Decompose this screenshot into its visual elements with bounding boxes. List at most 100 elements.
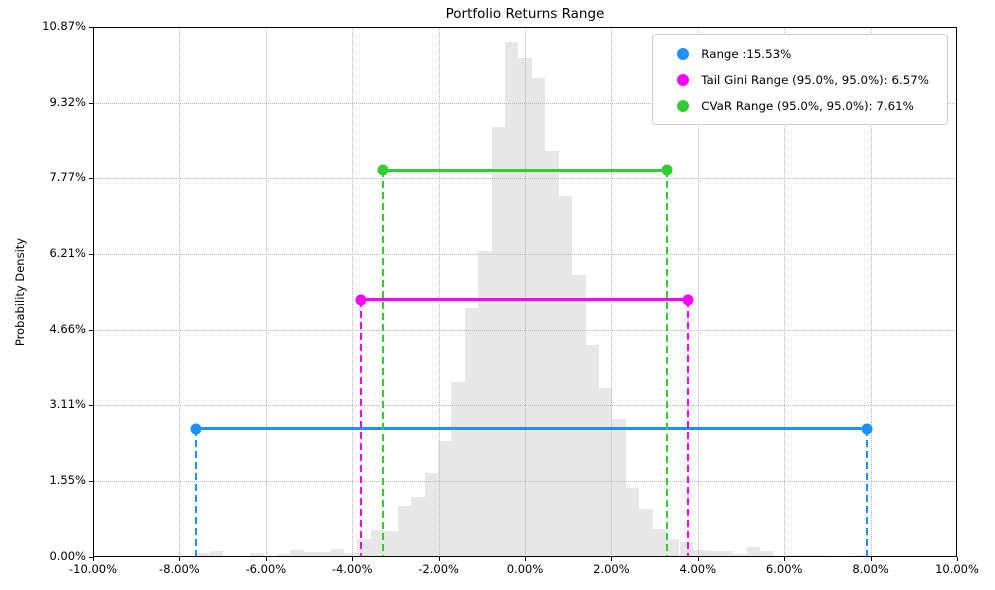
histogram-bar bbox=[491, 127, 506, 557]
histogram-bar bbox=[558, 195, 573, 557]
histogram-bar bbox=[531, 77, 546, 557]
range-endpoint-marker bbox=[682, 294, 694, 306]
plot-frame bbox=[93, 27, 957, 557]
range-endpoint-marker bbox=[355, 294, 367, 306]
histogram-bar bbox=[679, 542, 693, 557]
histogram-bar bbox=[760, 551, 774, 557]
range-drop-dashed-line bbox=[195, 428, 198, 557]
y-gridline bbox=[93, 481, 957, 483]
x-tick-label: 8.00% bbox=[852, 562, 889, 576]
range-endpoint-marker bbox=[190, 423, 202, 435]
legend-item-range: Range :15.53% bbox=[665, 44, 935, 63]
histogram-bar bbox=[719, 551, 734, 557]
y-tick-mark bbox=[89, 102, 93, 104]
range-drop-dashed-line bbox=[381, 170, 384, 557]
range-endpoint-marker bbox=[661, 164, 673, 176]
histogram-bar bbox=[290, 550, 304, 557]
range-endpoint-marker bbox=[861, 423, 873, 435]
x-gridline bbox=[438, 27, 440, 557]
histogram-bar bbox=[692, 549, 707, 557]
y-tick-label: 10.87% bbox=[42, 19, 86, 33]
histogram-bar bbox=[625, 488, 640, 557]
x-gridline bbox=[697, 27, 699, 557]
chart-title: Portfolio Returns Range bbox=[445, 6, 605, 22]
y-tick-mark bbox=[89, 405, 93, 407]
legend-marker-icon bbox=[677, 47, 690, 60]
y-tick-label: 0.00% bbox=[49, 549, 86, 563]
legend-label: Range :15.53% bbox=[701, 46, 792, 61]
histogram-bar bbox=[397, 506, 412, 557]
x-tick-mark bbox=[784, 557, 786, 561]
legend-marker-icon bbox=[677, 73, 690, 86]
y-tick-label: 7.77% bbox=[49, 170, 86, 185]
y-tick-label: 1.55% bbox=[49, 473, 86, 488]
x-tick-label: 6.00% bbox=[765, 562, 803, 576]
x-tick-mark bbox=[265, 557, 267, 561]
histogram-bar bbox=[411, 496, 425, 557]
x-tick-mark bbox=[697, 557, 699, 561]
histogram-bar bbox=[250, 553, 264, 557]
x-tick-label: -4.00% bbox=[331, 562, 373, 576]
x-tick-label: 10.00% bbox=[935, 562, 979, 576]
y-tick-mark bbox=[89, 329, 93, 331]
histogram-bar bbox=[451, 382, 465, 557]
y-gridline bbox=[93, 254, 957, 256]
x-tick-mark bbox=[438, 557, 440, 561]
x-tick-mark bbox=[870, 557, 872, 561]
x-gridline bbox=[352, 27, 354, 557]
histogram-bar bbox=[330, 548, 345, 557]
y-tick-label: 3.11% bbox=[49, 397, 86, 412]
legend-label: Tail Gini Range (95.0%, 95.0%): 6.57% bbox=[701, 72, 929, 87]
range-drop-dashed-line bbox=[687, 299, 690, 557]
histogram-bar bbox=[370, 529, 385, 557]
x-tick-label: 2.00% bbox=[593, 562, 630, 576]
legend-label: CVaR Range (95.0%, 95.0%): 7.61% bbox=[701, 98, 914, 113]
legend-item-tail-gini-range: Tail Gini Range (95.0%, 95.0%): 6.57% bbox=[665, 70, 935, 89]
histogram-bar bbox=[572, 275, 586, 557]
x-tick-label: -8.00% bbox=[159, 562, 200, 576]
x-tick-mark bbox=[93, 557, 94, 561]
x-gridline bbox=[179, 27, 181, 557]
y-tick-mark bbox=[89, 27, 93, 28]
histogram-bar bbox=[599, 388, 613, 557]
histogram-bar bbox=[733, 554, 747, 557]
y-tick-label: 4.66% bbox=[49, 321, 86, 336]
y-gridline bbox=[93, 329, 957, 331]
y-tick-mark bbox=[89, 178, 93, 180]
histogram-bar bbox=[209, 551, 224, 557]
y-gridline bbox=[93, 178, 957, 180]
x-tick-label: -2.00% bbox=[418, 562, 459, 576]
histogram-bar bbox=[545, 151, 559, 557]
x-tick-label: -10.00% bbox=[69, 562, 117, 576]
range-line-cvar-range bbox=[382, 168, 668, 172]
legend-item-cvar-range: CVaR Range (95.0%, 95.0%): 7.61% bbox=[665, 96, 935, 115]
x-tick-mark bbox=[957, 557, 958, 561]
range-drop-dashed-line bbox=[666, 170, 669, 557]
legend-marker-icon bbox=[677, 99, 690, 112]
histogram-bar bbox=[384, 530, 398, 557]
x-gridline bbox=[611, 27, 613, 557]
x-tick-mark bbox=[179, 557, 181, 561]
y-gridline bbox=[93, 102, 957, 104]
y-gridline bbox=[93, 405, 957, 407]
y-tick-mark bbox=[89, 254, 93, 256]
histogram-bar bbox=[437, 440, 452, 557]
y-tick-mark bbox=[89, 557, 93, 558]
histogram-bar bbox=[652, 528, 667, 557]
histogram-bar bbox=[666, 538, 680, 557]
histogram-bar bbox=[612, 418, 626, 557]
histogram-bar bbox=[585, 344, 599, 557]
range-line-tail-gini-range bbox=[360, 298, 689, 302]
histogram-bar bbox=[746, 547, 760, 557]
y-tick-label: 6.21% bbox=[49, 246, 86, 261]
x-tick-mark bbox=[611, 557, 613, 561]
x-gridline bbox=[870, 27, 872, 557]
legend: Range :15.53% Tail Gini Range (95.0%, 95.… bbox=[652, 34, 948, 125]
histogram-bar bbox=[424, 473, 438, 557]
x-gridline bbox=[525, 27, 526, 557]
histogram-bar bbox=[464, 307, 479, 557]
range-endpoint-marker bbox=[377, 164, 389, 176]
histogram-bar bbox=[344, 553, 358, 557]
x-tick-label: 4.00% bbox=[679, 562, 717, 576]
